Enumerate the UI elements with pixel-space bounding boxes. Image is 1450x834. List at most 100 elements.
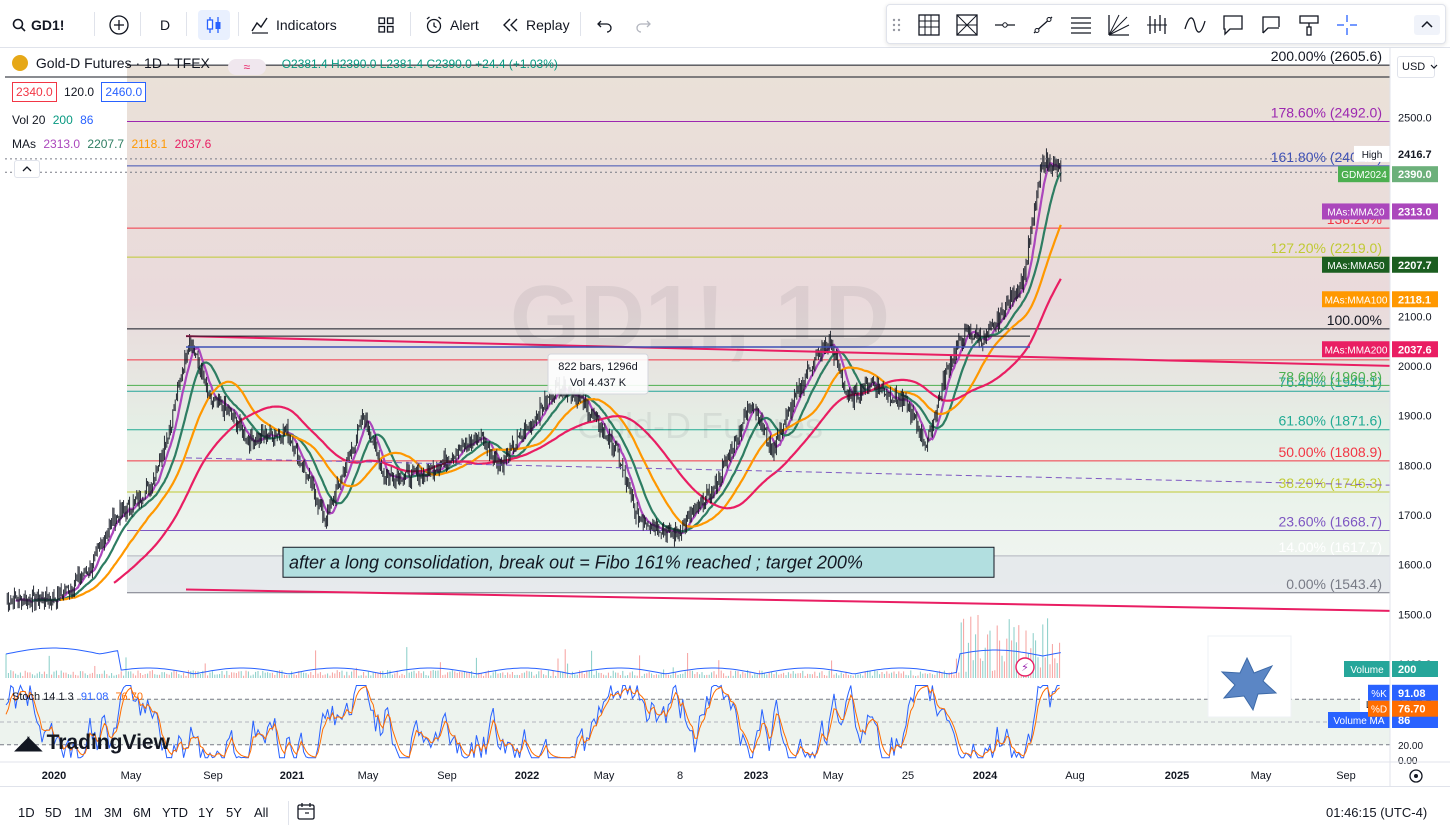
range-button-6m[interactable]: 6M: [133, 805, 152, 820]
vol-label: Vol 20: [12, 113, 46, 127]
time-tick: Aug: [1065, 770, 1085, 782]
stoch-k-value: 91.08: [80, 691, 109, 703]
range-button-1m[interactable]: 1M: [74, 805, 93, 820]
stoch-axis-value-box: [1392, 700, 1438, 717]
price-chart[interactable]: 0.00% (1543.4) 14.00% (1617.7) 23.60% (166…: [0, 48, 1450, 786]
calendar-icon[interactable]: [296, 801, 316, 821]
range-button-3m[interactable]: 3M: [104, 805, 123, 820]
settings-gear-center: [1414, 774, 1418, 778]
fib-label: 61.80% (1871.6): [1278, 413, 1382, 429]
stoch-label: Stoch 14 1 3: [12, 691, 74, 703]
drawing-toolbar: [886, 4, 1446, 44]
time-tick: May: [1251, 770, 1272, 782]
bid-box[interactable]: 2340.0: [12, 82, 57, 102]
note-icon[interactable]: [1259, 13, 1283, 37]
ma-axis-tag-label: MAs:MMA50: [1327, 261, 1385, 272]
redo-button[interactable]: [634, 10, 652, 40]
callout-icon[interactable]: [1221, 13, 1245, 37]
pitchfork-icon[interactable]: [1107, 13, 1131, 37]
bars-pattern-icon[interactable]: [1145, 13, 1169, 37]
stoch-axis-tag: [1368, 700, 1390, 717]
parallel-channel-icon[interactable]: [1069, 13, 1093, 37]
brush-icon[interactable]: [1297, 13, 1321, 37]
trend-line-icon[interactable]: [1031, 13, 1055, 37]
range-button-5y[interactable]: 5Y: [226, 805, 242, 820]
compare-button[interactable]: [108, 10, 130, 40]
ma-axis-tag: [1322, 256, 1390, 273]
divider: [410, 12, 411, 36]
replay-label: Replay: [526, 17, 570, 33]
undo-icon: [597, 20, 612, 33]
fib-label: 14.00% (1617.7): [1278, 539, 1382, 555]
stoch-axis-value: 91.08: [1398, 688, 1426, 700]
ma-axis-tag-label: MAs:MMA20: [1327, 207, 1385, 218]
indicators-label: Indicators: [276, 17, 337, 33]
measure-volume: Vol 4.437 K: [570, 377, 627, 389]
range-button-all[interactable]: All: [254, 805, 269, 820]
vol-value: 200: [52, 113, 73, 127]
time-tick: 2024: [973, 770, 998, 782]
fib-label: 0.00% (1543.4): [1286, 576, 1382, 592]
drag-handle-icon[interactable]: [891, 13, 903, 37]
resistance-trendline: [185, 335, 1391, 367]
chart-type-button[interactable]: [198, 10, 230, 40]
replay-button[interactable]: Replay: [502, 10, 570, 40]
star-icon: [1220, 656, 1278, 712]
price-tick: 1600.0: [1398, 560, 1432, 572]
currency-select[interactable]: USD: [1397, 56, 1438, 78]
crosshair-icon[interactable]: [1335, 13, 1359, 37]
gann-box-icon[interactable]: [955, 13, 979, 37]
collapse-legend-button[interactable]: [14, 160, 40, 178]
stoch-tick: 20.00: [1398, 741, 1423, 752]
price-tick: 1500.0: [1398, 609, 1432, 621]
time-tick: 8: [677, 770, 683, 782]
alert-button[interactable]: Alert: [424, 10, 479, 40]
range-button-5d[interactable]: 5D: [45, 805, 62, 820]
indicators-icon: [251, 17, 268, 34]
fib-label: 178.60% (2492.0): [1271, 105, 1382, 121]
range-button-ytd[interactable]: YTD: [162, 805, 188, 820]
price-tick: 2000.0: [1398, 361, 1432, 373]
axis-badge-name: High: [1362, 150, 1383, 161]
ma-axis-tag-label: MAs:MMA100: [1325, 295, 1388, 306]
ma-axis-tag-label: MAs:MMA200: [1325, 345, 1388, 356]
symbol-search[interactable]: GD1!: [12, 10, 64, 40]
ma-axis-value: 2207.7: [1398, 260, 1432, 272]
divider: [140, 12, 141, 36]
alert-label: Alert: [450, 17, 479, 33]
indicators-button[interactable]: Indicators: [250, 10, 337, 40]
chevron-down-icon: [1430, 64, 1438, 69]
annotation-box: [282, 546, 995, 578]
axis-badge-tag: [1344, 661, 1390, 677]
layouts-button[interactable]: [376, 10, 396, 40]
time-tick: 25: [902, 770, 914, 782]
source-toggle-icon[interactable]: ≈: [227, 59, 266, 75]
time-tick: May: [358, 770, 379, 782]
candles-icon: [206, 17, 221, 33]
range-button-1y[interactable]: 1Y: [198, 805, 214, 820]
time-tick: Sep: [1336, 770, 1356, 782]
mas-value-1: 2313.0: [43, 137, 81, 151]
fib-label: 127.20% (2219.0): [1271, 240, 1382, 256]
fib-label: 50.00% (1808.9): [1278, 444, 1382, 460]
time-tick: May: [121, 770, 142, 782]
axis-badge-name: Volume: [1350, 665, 1384, 676]
price-tick: 1800.0: [1398, 460, 1432, 472]
fib-grid-icon[interactable]: [917, 13, 941, 37]
range-button-1d[interactable]: 1D: [18, 805, 35, 820]
ma-axis-value-box: [1392, 341, 1438, 358]
time-tick: 2020: [42, 770, 66, 782]
ma-axis-value-box: [1392, 256, 1438, 273]
lightning-icon: [1015, 657, 1035, 677]
horizontal-ray-icon[interactable]: [993, 13, 1017, 37]
axis-badge-value: 200: [1398, 664, 1416, 676]
wave-icon[interactable]: [1183, 13, 1207, 37]
undo-button[interactable]: [596, 10, 614, 40]
volume-legend: Vol 20 200 86: [12, 113, 93, 127]
ask-box[interactable]: 2460.0: [101, 82, 147, 102]
chart-pane[interactable]: 0.00% (1543.4) 14.00% (1617.7) 23.60% (166…: [0, 48, 1450, 786]
axis-badge-tag: [1338, 166, 1390, 183]
interval-button[interactable]: D: [160, 17, 171, 33]
vol-ma-value: 86: [80, 113, 94, 127]
collapse-toolbar-icon[interactable]: [1413, 13, 1441, 37]
